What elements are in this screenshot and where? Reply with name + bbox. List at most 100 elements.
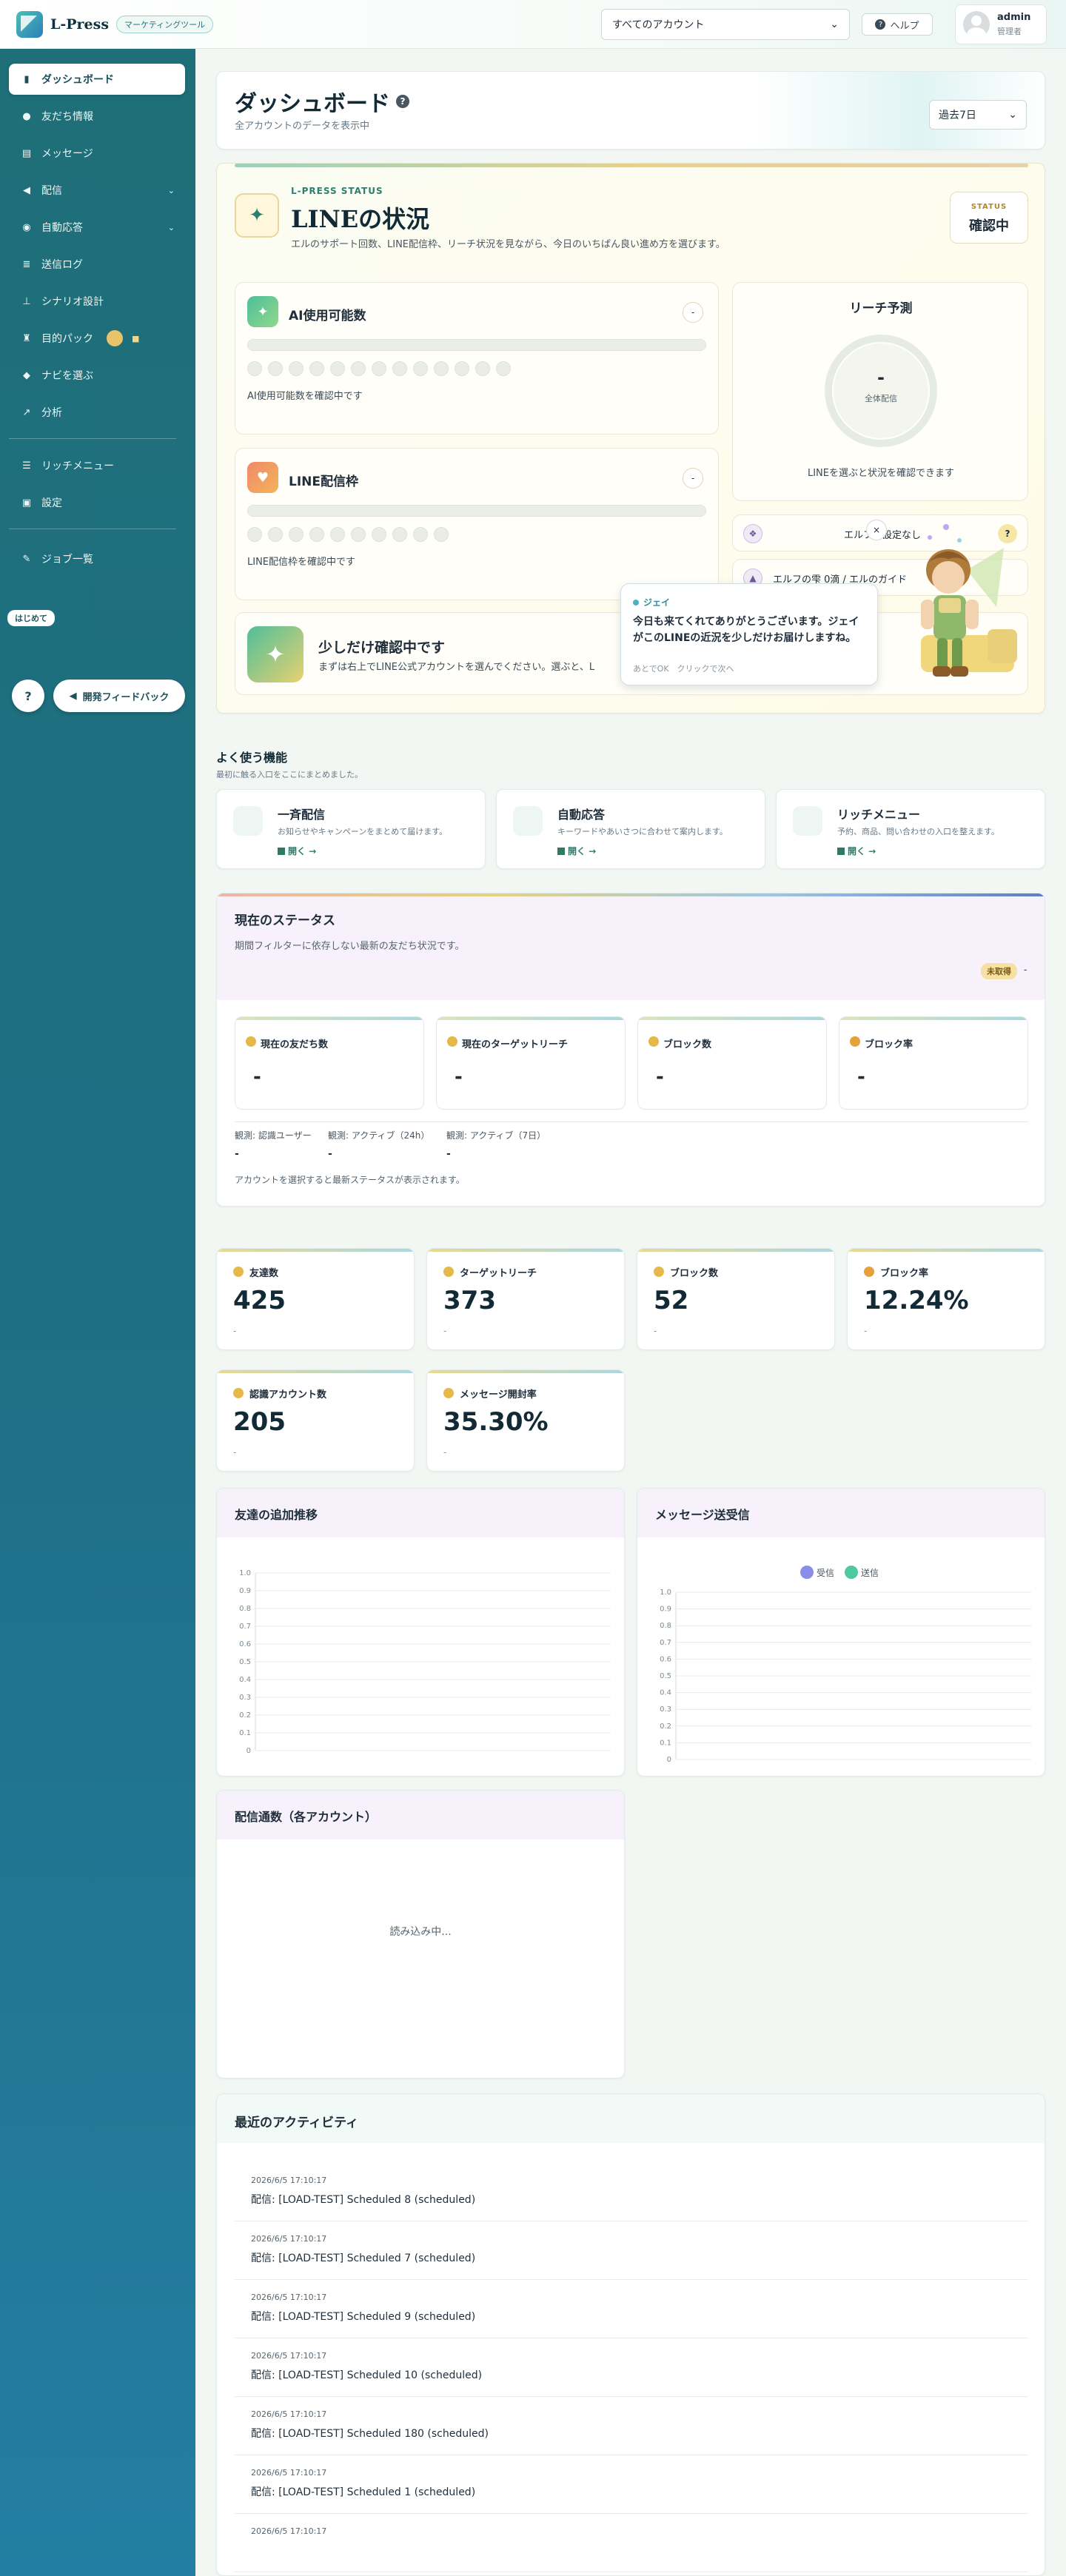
sidebar-item-jobs[interactable]: ✎ ジョブ一覧 <box>9 543 185 574</box>
quick-feature-auto-reply[interactable]: 自動応答 キーワードやあいさつに合わせて案内します。 開く → <box>496 789 765 869</box>
sidebar-item-navi[interactable]: ◆ ナビを選ぶ <box>9 360 185 391</box>
status-badge: STATUS 確認中 <box>950 192 1028 244</box>
sidebar-item-auto-reply[interactable]: ◉ 自動応答 ⌄ <box>9 212 185 243</box>
activity-item[interactable]: 2026/6/5 17:10:17 配信: [LOAD-TEST] Schedul… <box>235 2281 1028 2338</box>
stat-value: 12.24% <box>864 1286 969 1315</box>
activity-item[interactable]: 2026/6/5 17:10:17 配信: [LOAD-TEST] Schedul… <box>235 2398 1028 2455</box>
bar-chart-icon: ▮ <box>24 73 30 85</box>
y-tick-label: 0.4 <box>239 1676 251 1684</box>
line-status-panel: ✦ L-PRESS STATUS LINEの状況 エルのサポート回数、LINE配… <box>216 163 1045 714</box>
quick-feature-broadcast[interactable]: 一斉配信 お知らせやキャンペーンをまとめて届けます。 開く → <box>216 789 486 869</box>
help-button[interactable]: ? ヘルプ <box>862 13 933 36</box>
quick-feature-rich-menu[interactable]: リッチメニュー 予約、商品、問い合わせの入口を整えます。 開く → <box>776 789 1045 869</box>
sidebar-item-rich-menu[interactable]: ☰ リッチメニュー <box>9 450 185 481</box>
status-title: LINEの状況 <box>291 205 430 233</box>
user-icon <box>233 1388 244 1398</box>
kpi-block-rate: ブロック率 - <box>839 1016 1028 1110</box>
stat-card-target-reach: ターゲットリーチ 373 - <box>426 1248 625 1350</box>
y-tick-label: 0.8 <box>660 1622 671 1630</box>
activity-item[interactable]: 2026/6/5 17:10:17 <box>235 2515 1028 2572</box>
recent-activity-card: 最近のアクティビティ 2026/6/5 17:10:17 配信: [LOAD-TE… <box>216 2093 1045 2576</box>
image-icon: ▣ <box>21 497 32 509</box>
question-icon[interactable]: ? <box>396 95 409 108</box>
chevron-down-icon: ⌄ <box>167 185 175 195</box>
stat-label: 認識アカウント数 <box>249 1389 327 1401</box>
activity-time: 2026/6/5 17:10:17 <box>251 2176 327 2185</box>
status-badge: 未取得 <box>981 963 1017 979</box>
status-badge-key: STATUS <box>971 203 1008 211</box>
feedback-button[interactable]: ◀ 開発フィードバック <box>53 680 185 712</box>
legend-item-received[interactable]: 受信 <box>800 1566 834 1579</box>
y-tick-label: 0.5 <box>239 1658 251 1666</box>
brand-logo-icon <box>16 11 43 38</box>
sidebar-divider <box>9 438 176 439</box>
stat-sub: - <box>443 1447 447 1458</box>
start-tag: はじめて <box>7 610 55 626</box>
brand[interactable]: L-Press マーケティングツール <box>16 11 214 38</box>
mascot-character-icon[interactable] <box>878 518 1026 688</box>
current-status-header <box>217 893 1045 1000</box>
mascot-hint: あとでOK クリックで次へ <box>633 664 734 674</box>
line-quota-info-button[interactable]: - <box>683 468 703 489</box>
chevron-down-icon: ⌄ <box>167 222 175 232</box>
quick-feature-open-link[interactable]: 開く → <box>837 845 876 857</box>
current-status-accent-line <box>217 893 1045 896</box>
ai-usage-title: AI使用可能数 <box>289 309 366 323</box>
sidebar-item-label: 自動応答 <box>41 222 83 234</box>
sidebar-item-settings[interactable]: ▣ 設定 <box>9 487 185 518</box>
sidebar-item-send-log[interactable]: ≣ 送信ログ <box>9 249 185 280</box>
ai-usage-info-button[interactable]: - <box>683 302 703 323</box>
status-accent-line <box>235 164 1028 167</box>
period-select-value: 過去7日 <box>939 110 976 121</box>
stat-card-block-rate: ブロック率 12.24% - <box>847 1248 1045 1350</box>
sidebar-item-dashboard[interactable]: ▮ ダッシュボード <box>9 64 185 95</box>
legend-item-sent[interactable]: 送信 <box>845 1566 879 1579</box>
sidebar-item-friends[interactable]: ● 友だち情報 <box>9 101 185 132</box>
quick-feature-open-link[interactable]: 開く → <box>278 845 316 857</box>
message-io-chart-card: メッセージ送受信 受信 送信 0 0.1 0.2 0.3 0.4 0.5 0.6 0.7 0.8… <box>637 1488 1045 1777</box>
elf-help-button[interactable]: ? <box>998 524 1017 543</box>
chart-title: 友達の追加推移 <box>235 1508 318 1522</box>
activity-header <box>217 2094 1045 2143</box>
sidebar-item-messages[interactable]: ▤ メッセージ <box>9 138 185 169</box>
y-tick-label: 0.2 <box>660 1723 671 1731</box>
sidebar-item-label: メッセージ <box>41 148 93 160</box>
activity-item[interactable]: 2026/6/5 17:10:17 配信: [LOAD-TEST] Schedul… <box>235 2339 1028 2397</box>
sidebar-item-purpose-pack[interactable]: ♜ 目的パック ■ <box>9 323 185 354</box>
sidebar-item-delivery[interactable]: ◀ 配信 ⌄ <box>9 175 185 206</box>
activity-item[interactable]: 2026/6/5 17:10:17 配信: [LOAD-TEST] Schedul… <box>235 2456 1028 2514</box>
y-tick-label: 0.2 <box>239 1711 251 1720</box>
sidebar-item-analytics[interactable]: ↗ 分析 <box>9 397 185 428</box>
y-tick-label: 0 <box>247 1747 251 1755</box>
y-tick-label: 0.4 <box>660 1689 671 1697</box>
help-question-button[interactable]: ? <box>12 680 44 712</box>
loading-text: 読み込み中... <box>389 1926 452 1938</box>
stat-accent-line <box>217 1370 414 1373</box>
ai-usage-progress <box>247 339 706 351</box>
sidebar-item-scenario[interactable]: ⊥ シナリオ設計 <box>9 286 185 317</box>
activity-text: 配信: [LOAD-TEST] Scheduled 10 (scheduled) <box>251 2369 483 2381</box>
legend-swatch <box>800 1566 814 1579</box>
ai-usage-card: ✦ AI使用可能数 - AI使用可能数を確認中です <box>235 282 719 435</box>
stat-sub: - <box>233 1326 237 1336</box>
activity-item[interactable]: 2026/6/5 17:10:17 配信: [LOAD-TEST] Schedul… <box>235 2164 1028 2221</box>
activity-time: 2026/6/5 17:10:17 <box>251 2468 327 2478</box>
account-select[interactable]: すべてのアカウント ⌄ <box>601 9 850 40</box>
user-menu[interactable]: admin 管理者 <box>955 4 1047 44</box>
activity-time: 2026/6/5 17:10:17 <box>251 2234 327 2244</box>
chart-legend: 受信 送信 <box>800 1566 879 1579</box>
brand-tag: マーケティングツール <box>116 16 214 33</box>
current-status-footer: アカウントを選択すると最新ステータスが表示されます。 <box>235 1175 465 1185</box>
stat-card-open-rate: メッセージ開封率 35.30% - <box>426 1369 625 1472</box>
mascot-speech-bubble[interactable]: ジェイ 今日も来てくれてありがとうございます。ジェイがこのLINEの近況を少しだ… <box>620 583 878 685</box>
quick-feature-open-link[interactable]: 開く → <box>557 845 596 857</box>
close-icon[interactable]: × <box>866 520 887 540</box>
page-header: ダッシュボード ? 全アカウントのデータを表示中 過去7日 ⌄ <box>216 71 1045 150</box>
kpi-blocks: ブロック数 - <box>637 1016 827 1110</box>
eye-icon <box>443 1267 454 1277</box>
users-icon: ● <box>22 110 31 122</box>
friends-trend-chart: 0 0.1 0.2 0.3 0.4 0.5 0.6 0.7 0.8 0.9 1.0 <box>239 1569 611 1755</box>
period-select[interactable]: 過去7日 ⌄ <box>929 100 1027 130</box>
activity-item[interactable]: 2026/6/5 17:10:17 配信: [LOAD-TEST] Schedul… <box>235 2222 1028 2280</box>
reach-forecast-ring: - 全体配信 <box>825 335 937 447</box>
